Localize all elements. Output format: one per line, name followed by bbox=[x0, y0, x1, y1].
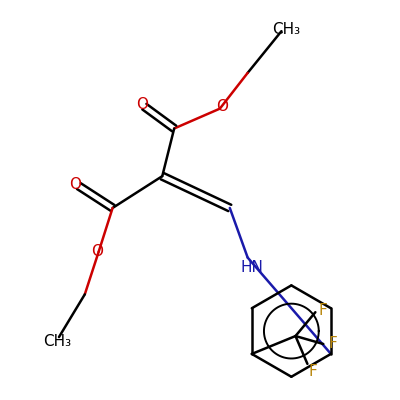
Text: HN: HN bbox=[240, 260, 263, 275]
Text: F: F bbox=[309, 364, 318, 379]
Text: O: O bbox=[216, 99, 228, 114]
Text: O: O bbox=[136, 97, 148, 112]
Text: CH₃: CH₃ bbox=[43, 334, 71, 348]
Text: F: F bbox=[329, 336, 338, 352]
Text: F: F bbox=[319, 303, 328, 318]
Text: O: O bbox=[69, 177, 81, 192]
Text: O: O bbox=[91, 244, 103, 259]
Text: CH₃: CH₃ bbox=[272, 22, 300, 37]
